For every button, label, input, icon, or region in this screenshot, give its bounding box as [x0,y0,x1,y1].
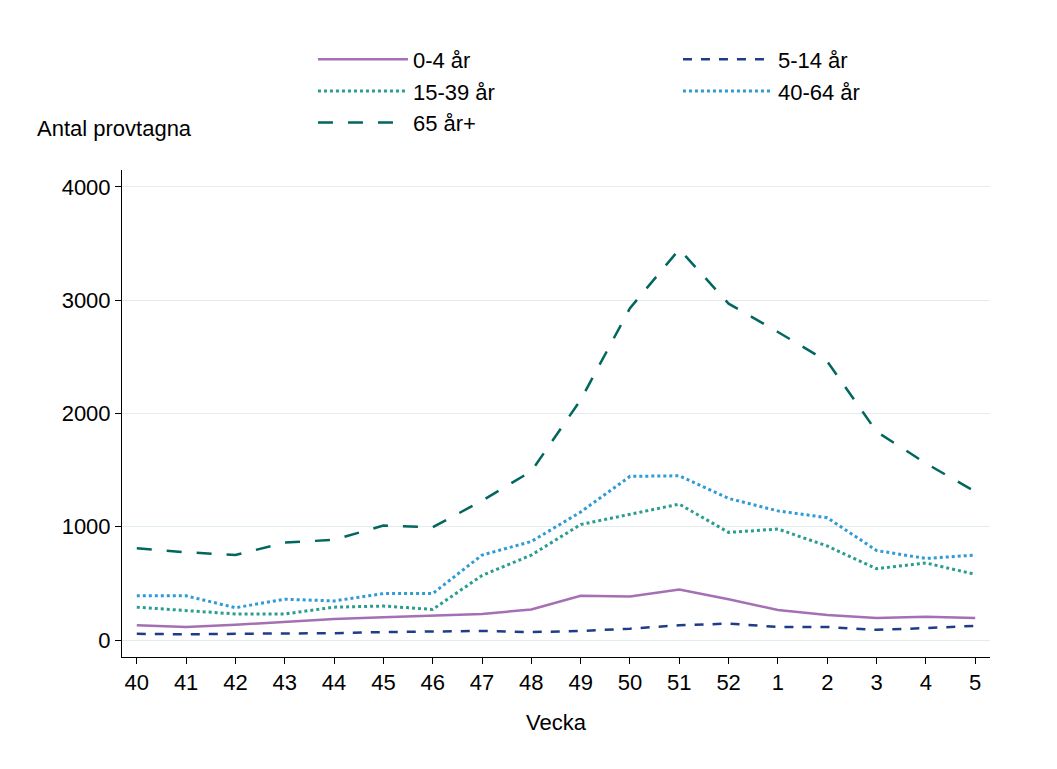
svg-text:4000: 4000 [62,175,111,200]
svg-text:46: 46 [420,670,444,695]
svg-text:52: 52 [716,670,740,695]
svg-text:1: 1 [772,670,784,695]
svg-text:42: 42 [223,670,247,695]
svg-text:44: 44 [322,670,346,695]
svg-text:50: 50 [618,670,642,695]
svg-text:41: 41 [174,670,198,695]
svg-text:43: 43 [273,670,297,695]
svg-text:40: 40 [125,670,149,695]
svg-text:0-4 år: 0-4 år [413,48,470,73]
svg-text:4: 4 [920,670,932,695]
svg-text:15-39 år: 15-39 år [413,79,495,104]
svg-text:Vecka: Vecka [526,710,587,735]
svg-text:2000: 2000 [62,401,111,426]
svg-text:47: 47 [470,670,494,695]
svg-text:65 år+: 65 år+ [413,111,476,136]
svg-text:3000: 3000 [62,288,111,313]
svg-text:40-64 år: 40-64 år [778,79,860,104]
svg-text:5-14 år: 5-14 år [778,48,848,73]
svg-text:1000: 1000 [62,514,111,539]
svg-text:0: 0 [98,628,110,653]
svg-text:3: 3 [870,670,882,695]
svg-text:Antal provtagna: Antal provtagna [37,116,192,141]
svg-text:49: 49 [568,670,592,695]
svg-text:5: 5 [969,670,981,695]
svg-text:2: 2 [821,670,833,695]
svg-text:48: 48 [519,670,543,695]
svg-text:45: 45 [371,670,395,695]
svg-text:51: 51 [667,670,691,695]
